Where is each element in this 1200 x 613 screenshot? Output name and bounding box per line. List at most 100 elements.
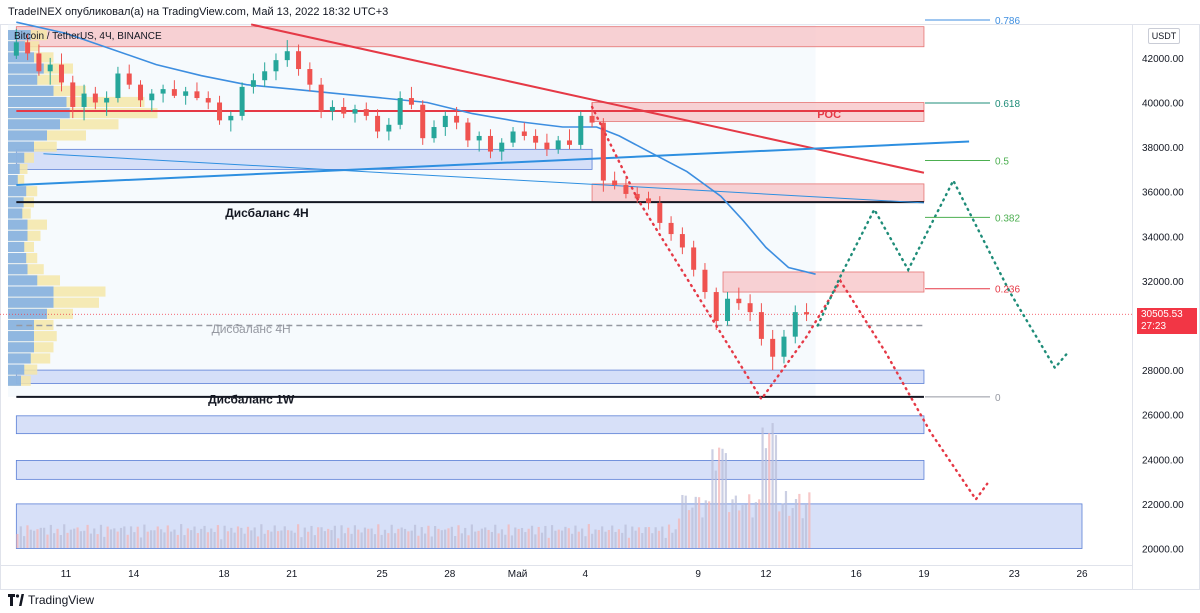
candle[interactable] [138, 80, 144, 107]
candle[interactable] [329, 100, 335, 121]
candle[interactable] [375, 109, 381, 139]
candle[interactable] [126, 64, 132, 90]
moving-average-line[interactable] [16, 21, 816, 275]
volume-bar [280, 530, 283, 548]
candle[interactable] [725, 292, 731, 326]
candle[interactable] [262, 62, 268, 87]
time-tick-label: 16 [851, 569, 863, 580]
candle[interactable] [465, 118, 471, 148]
candle[interactable] [386, 118, 392, 141]
candle[interactable] [487, 129, 493, 159]
candle[interactable] [58, 53, 64, 92]
candle[interactable] [578, 111, 584, 150]
resistance-zone-32k[interactable] [722, 271, 925, 293]
candle[interactable] [149, 89, 155, 112]
candle[interactable] [657, 196, 663, 230]
volume-bar [99, 524, 103, 548]
volume-bar [601, 526, 604, 548]
volume-bar [500, 529, 504, 548]
candle[interactable] [70, 75, 76, 119]
candle[interactable] [702, 263, 708, 299]
candle[interactable] [612, 171, 618, 190]
candle[interactable] [239, 82, 245, 121]
support-zone-24k[interactable] [15, 460, 925, 480]
poc-zone[interactable] [591, 102, 925, 122]
price-tick-label: 38000.00 [1142, 143, 1184, 154]
support-zone-38k[interactable] [15, 148, 593, 170]
support-zone-28k[interactable] [15, 369, 925, 384]
candle[interactable] [747, 294, 753, 322]
candle[interactable] [770, 329, 776, 371]
candle[interactable] [250, 73, 256, 94]
candle[interactable] [284, 40, 290, 67]
volume-bar [731, 499, 734, 548]
blue-descending-trendline[interactable] [43, 153, 924, 204]
candle[interactable] [194, 82, 200, 101]
candle[interactable] [318, 77, 324, 119]
candle[interactable] [228, 111, 234, 132]
quote-currency-badge[interactable]: USDT [1148, 28, 1180, 44]
volume-bar [19, 526, 22, 548]
candle[interactable] [104, 91, 110, 116]
candle[interactable] [510, 127, 516, 148]
volume-bar [567, 528, 570, 548]
candle[interactable] [341, 98, 347, 119]
candle[interactable] [171, 80, 177, 99]
candle-body [239, 86, 245, 116]
candle[interactable] [533, 129, 539, 150]
candle[interactable] [47, 57, 53, 85]
candle[interactable] [804, 303, 810, 322]
candle[interactable] [792, 305, 798, 344]
candle[interactable] [25, 34, 31, 61]
candle[interactable] [454, 106, 460, 130]
candle[interactable] [36, 44, 42, 76]
support-zone-26k[interactable] [15, 415, 925, 435]
volume-bar [86, 524, 89, 548]
candle[interactable] [352, 104, 358, 123]
blue-ascending-trendline[interactable] [16, 140, 970, 187]
candle[interactable] [217, 95, 223, 125]
candle[interactable] [205, 91, 211, 110]
candle[interactable] [646, 191, 652, 210]
candle[interactable] [476, 131, 482, 152]
volume-bar [49, 524, 52, 548]
candle[interactable] [736, 287, 742, 310]
volume-bar [423, 533, 427, 548]
candle[interactable] [81, 84, 87, 121]
candle[interactable] [115, 66, 121, 103]
candle[interactable] [273, 53, 279, 81]
candle[interactable] [758, 303, 764, 346]
candle[interactable] [555, 135, 561, 154]
candle[interactable] [363, 102, 369, 121]
candle[interactable] [679, 227, 685, 255]
candle[interactable] [713, 287, 719, 330]
candle[interactable] [691, 240, 697, 277]
volume-bar [771, 423, 774, 548]
candle[interactable] [623, 178, 629, 199]
candle[interactable] [13, 28, 19, 60]
candle[interactable] [668, 216, 674, 241]
volume-bar [651, 533, 654, 548]
bullish-forecast-path[interactable] [816, 177, 1068, 370]
volume-profile-buy [8, 286, 54, 297]
resistance-zone-36k[interactable] [591, 183, 925, 203]
candle[interactable] [307, 62, 313, 92]
candle[interactable] [183, 86, 189, 105]
candle[interactable] [431, 120, 437, 143]
candle[interactable] [92, 86, 98, 110]
candle[interactable] [499, 138, 505, 161]
candle[interactable] [544, 133, 550, 157]
candle[interactable] [160, 84, 166, 103]
time-tick-label: 19 [918, 569, 930, 580]
candle[interactable] [442, 111, 448, 136]
candle[interactable] [296, 44, 302, 76]
candle[interactable] [521, 122, 527, 141]
candle[interactable] [397, 91, 403, 130]
candle-body [555, 140, 561, 150]
candle[interactable] [781, 329, 787, 364]
candle[interactable] [566, 129, 572, 150]
candle[interactable] [408, 86, 414, 110]
candle[interactable] [420, 100, 426, 145]
bearish-forecast-path[interactable] [590, 105, 989, 502]
